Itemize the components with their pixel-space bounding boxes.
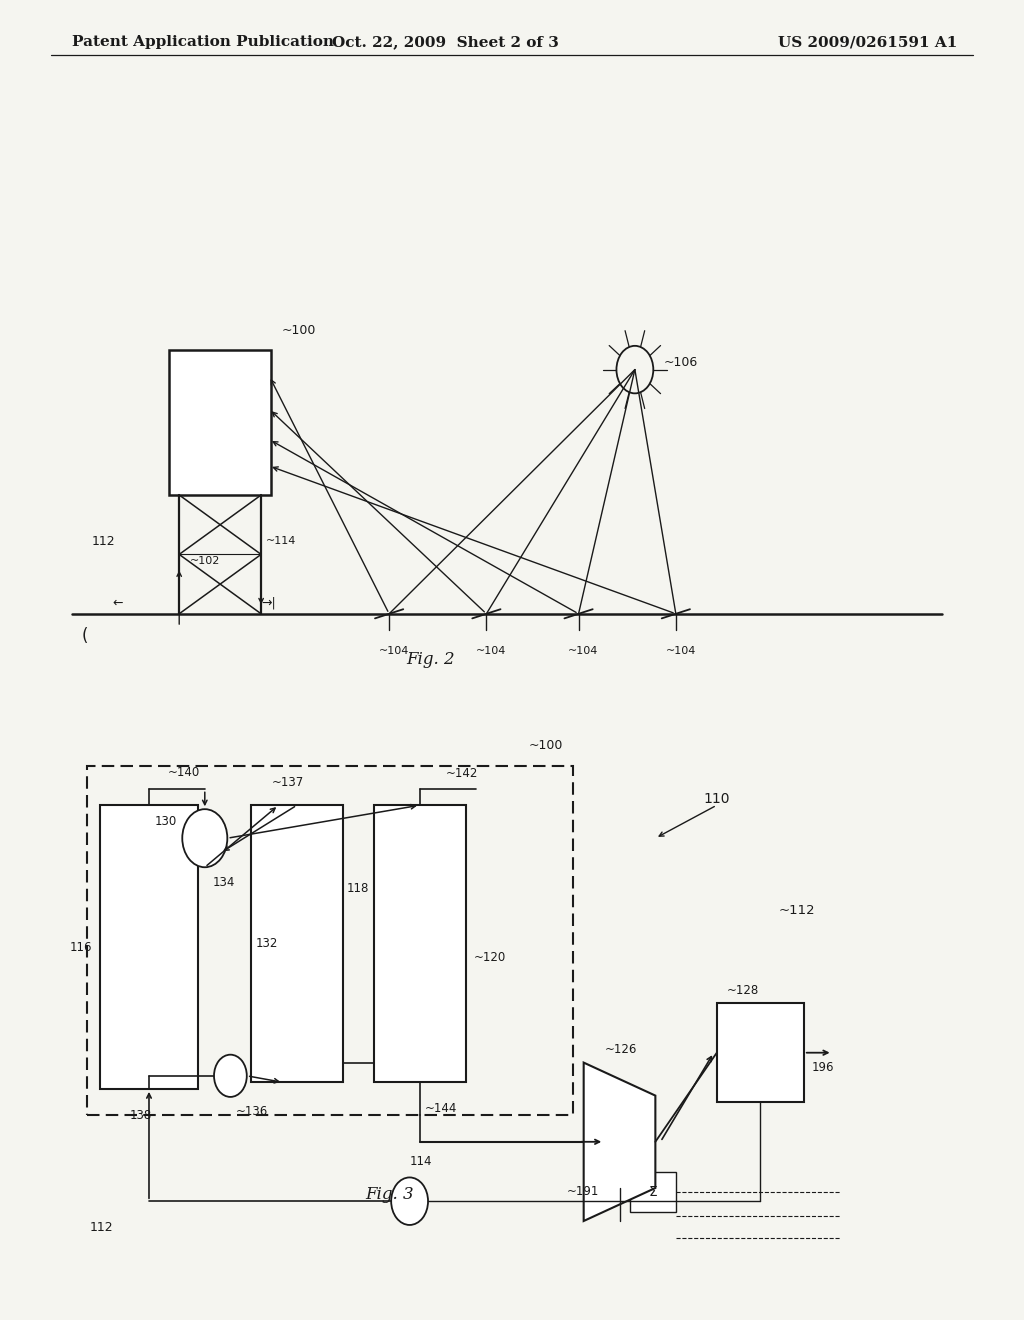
- Text: 132: 132: [256, 937, 279, 950]
- Text: ~106: ~106: [664, 356, 697, 370]
- Text: ~114: ~114: [266, 536, 297, 546]
- Circle shape: [214, 1055, 247, 1097]
- Text: US 2009/0261591 A1: US 2009/0261591 A1: [778, 36, 957, 49]
- Text: 138: 138: [129, 1109, 152, 1122]
- Text: Patent Application Publication: Patent Application Publication: [72, 36, 334, 49]
- Text: ~144: ~144: [425, 1102, 458, 1115]
- Bar: [374, 805, 466, 1082]
- Text: ~104: ~104: [666, 645, 696, 656]
- Text: ~112: ~112: [778, 904, 815, 917]
- Bar: [169, 350, 271, 495]
- Text: (: (: [82, 627, 88, 645]
- Text: 116: 116: [70, 941, 92, 953]
- Text: Oct. 22, 2009  Sheet 2 of 3: Oct. 22, 2009 Sheet 2 of 3: [332, 36, 559, 49]
- Text: Fig. 3: Fig. 3: [365, 1187, 414, 1203]
- Text: 110: 110: [703, 792, 730, 805]
- Text: →|: →|: [261, 597, 275, 610]
- Text: ~100: ~100: [282, 323, 316, 337]
- Text: ~136: ~136: [236, 1105, 267, 1118]
- Bar: [717, 1003, 804, 1102]
- Bar: [87, 766, 573, 1115]
- Circle shape: [182, 809, 227, 867]
- Circle shape: [391, 1177, 428, 1225]
- Text: 130: 130: [155, 814, 177, 828]
- Text: 112: 112: [90, 1221, 114, 1234]
- Text: 196: 196: [812, 1061, 835, 1074]
- Text: 134: 134: [213, 876, 236, 890]
- Text: ~140: ~140: [168, 766, 200, 779]
- Text: 114: 114: [410, 1155, 432, 1168]
- Text: ~100: ~100: [528, 739, 563, 752]
- Text: ~191: ~191: [566, 1185, 599, 1199]
- Text: ~126: ~126: [605, 1043, 638, 1056]
- Text: $\Sigma$: $\Sigma$: [648, 1185, 657, 1199]
- Text: ~104: ~104: [379, 645, 410, 656]
- Bar: [251, 805, 343, 1082]
- Text: Fig. 2: Fig. 2: [406, 652, 455, 668]
- Bar: [100, 805, 198, 1089]
- Text: ~128: ~128: [727, 983, 759, 997]
- Text: ~137: ~137: [271, 776, 303, 789]
- Polygon shape: [584, 1063, 655, 1221]
- Text: ~104: ~104: [568, 645, 599, 656]
- Text: ~102: ~102: [189, 556, 220, 566]
- Text: ~120: ~120: [474, 952, 506, 964]
- Text: 112: 112: [92, 535, 116, 548]
- Text: ←: ←: [113, 597, 123, 610]
- Text: 118: 118: [346, 882, 369, 895]
- Text: ~104: ~104: [476, 645, 507, 656]
- Bar: [630, 1172, 676, 1212]
- Text: ~142: ~142: [445, 767, 478, 780]
